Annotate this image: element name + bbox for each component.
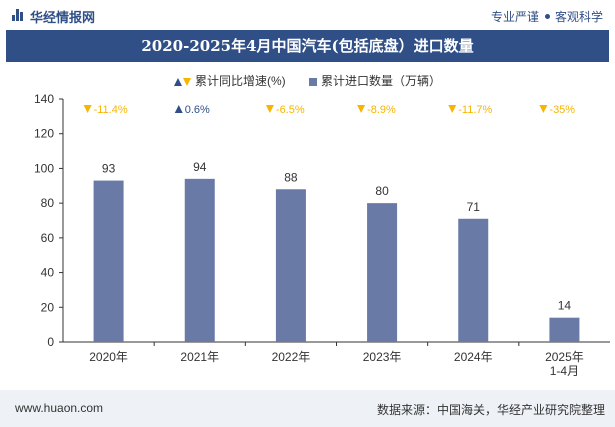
y-tick-label: 0	[47, 335, 54, 349]
bar-chart: 0 20 40 60 80 100 120 140 93 2020年 -11.4% 94 2021年 0.…	[34, 92, 610, 378]
slogan: 专业严谨 客观科学	[491, 8, 603, 25]
bar	[275, 189, 306, 342]
bar	[549, 317, 580, 342]
growth-rate-label: 0.6%	[185, 104, 210, 116]
legend-bar-swatch	[309, 77, 317, 86]
slogan-left: 专业严谨	[490, 10, 539, 24]
growth-down-marker	[83, 105, 92, 113]
y-tick-label: 20	[41, 300, 55, 314]
x-tick-label: 2025年	[545, 350, 584, 364]
footer-url: www.huaon.com	[15, 401, 104, 415]
y-tick-label: 120	[34, 127, 54, 141]
growth-down-marker	[357, 105, 366, 113]
triangle-up-icon	[173, 77, 182, 86]
y-tick-label: 40	[41, 266, 55, 280]
legend-volume-label: 累计进口数量（万辆）	[321, 74, 442, 88]
legend-growth-label: 累计同比增速(%)	[194, 74, 286, 88]
x-tick-label: 2024年	[454, 350, 493, 364]
legend-growth: 累计同比增速(%)	[173, 72, 286, 89]
y-tick-label: 140	[34, 92, 54, 106]
y-tick-label: 80	[41, 196, 55, 210]
site-name: 华经情报网	[30, 10, 96, 25]
growth-rate-label: -35%	[549, 104, 575, 116]
x-tick-label: 1-4月	[550, 364, 579, 378]
y-tick-label: 60	[41, 231, 55, 245]
bar-value-label: 94	[193, 160, 207, 174]
growth-down-marker	[539, 105, 548, 113]
x-tick-label: 2022年	[272, 350, 311, 364]
triangle-down-icon	[182, 77, 191, 86]
growth-rate-label: -11.4%	[94, 104, 128, 116]
growth-rate-label: -11.7%	[458, 104, 492, 116]
bar	[93, 180, 124, 342]
legend-volume: 累计进口数量（万辆）	[309, 72, 441, 89]
bar	[458, 218, 489, 342]
footer-source: 数据来源：中国海关，华经产业研究院整理	[376, 403, 605, 417]
bar	[184, 178, 215, 342]
growth-down-marker	[265, 105, 274, 113]
footer: www.huaon.com 数据来源：中国海关，华经产业研究院整理	[0, 390, 615, 427]
x-tick-label: 2021年	[180, 350, 219, 364]
bar-value-label: 71	[467, 200, 481, 214]
bar-value-label: 88	[284, 170, 298, 184]
bar-value-label: 80	[375, 184, 389, 198]
chart-title: 2020-2025年4月中国汽车(包括底盘）进口数量	[141, 37, 474, 55]
dot-icon	[544, 14, 550, 20]
growth-rate-label: -6.5%	[276, 104, 305, 116]
growth-up-marker	[174, 105, 183, 113]
top-bar: 华经情报网 专业严谨 客观科学	[0, 0, 615, 30]
growth-down-marker	[448, 105, 457, 113]
x-tick-label: 2020年	[89, 350, 128, 364]
bar-value-label: 93	[102, 162, 116, 176]
x-tick-label: 2023年	[363, 350, 402, 364]
logo-icon	[12, 9, 24, 21]
bar	[367, 203, 398, 342]
slogan-right: 客观科学	[554, 10, 603, 24]
title-bar: 2020-2025年4月中国汽车(包括底盘）进口数量	[6, 30, 609, 62]
chart-legend: 累计同比增速(%) 累计进口数量（万辆）	[0, 72, 615, 89]
y-tick-label: 100	[34, 161, 54, 175]
bar-value-label: 14	[558, 299, 572, 313]
growth-rate-label: -8.9%	[367, 104, 396, 116]
